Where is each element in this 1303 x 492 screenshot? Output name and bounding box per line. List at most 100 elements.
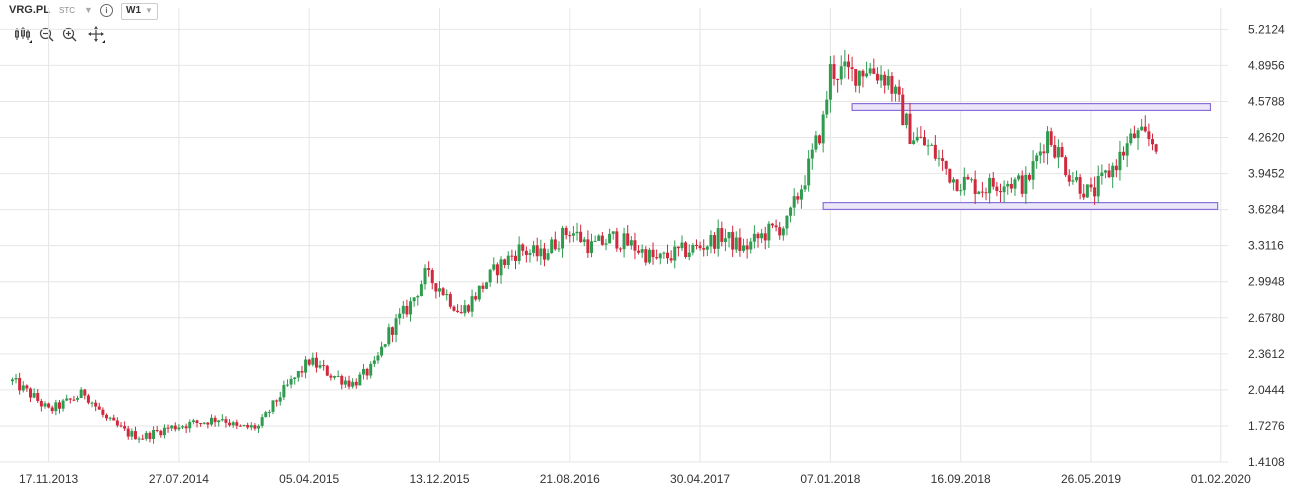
candle	[141, 434, 145, 440]
candle	[257, 424, 261, 434]
candle-body	[868, 68, 872, 74]
candle	[622, 227, 626, 258]
candle-body	[959, 190, 963, 192]
candle	[593, 235, 597, 242]
candle-body	[618, 248, 622, 250]
candle	[973, 170, 977, 205]
candle-body	[329, 375, 333, 378]
candle	[1093, 176, 1097, 205]
candle	[868, 62, 872, 76]
candle-body	[372, 360, 376, 364]
candle	[133, 426, 137, 440]
candle	[506, 251, 510, 270]
candle	[409, 297, 413, 322]
candle-body	[904, 113, 908, 126]
candle-body	[1100, 172, 1104, 177]
candle	[376, 351, 380, 364]
candle-body	[579, 231, 583, 242]
x-tick-label: 21.08.2016	[540, 472, 600, 486]
candle	[79, 387, 83, 399]
candle	[948, 168, 952, 184]
candle-body	[173, 425, 177, 430]
candle	[1089, 177, 1093, 192]
zoom-in-icon[interactable]	[61, 26, 79, 44]
candle	[846, 54, 850, 80]
candle-body	[1107, 170, 1111, 178]
candle-body	[217, 420, 221, 423]
candle	[575, 222, 579, 241]
candle-body	[430, 270, 434, 284]
candle-body	[18, 378, 22, 391]
x-tick-label: 26.05.2019	[1061, 472, 1121, 486]
candle-body	[998, 191, 1002, 193]
candle	[629, 235, 633, 250]
candle-body	[897, 86, 901, 95]
candle	[329, 373, 333, 381]
candle-body	[311, 357, 315, 365]
candle	[188, 419, 192, 433]
candle	[1125, 136, 1129, 168]
symbol-label[interactable]: VRG.PL	[9, 4, 50, 16]
candle-body	[228, 422, 232, 426]
candle	[130, 428, 134, 440]
candle	[647, 247, 651, 265]
zoom-out-icon[interactable]	[38, 26, 56, 44]
candle-body	[152, 429, 156, 440]
candle-body	[188, 421, 192, 429]
candle-body	[1064, 157, 1068, 176]
exchange-dropdown-icon[interactable]: ▼	[84, 5, 93, 15]
candle	[423, 264, 427, 290]
candle-body	[405, 305, 409, 315]
candle	[495, 262, 499, 284]
y-tick-label: 2.9948	[1248, 275, 1285, 289]
candle	[253, 423, 257, 431]
candle	[191, 418, 195, 425]
interval-select[interactable]: W1 ▼	[121, 3, 158, 20]
candle-body	[177, 427, 181, 430]
candle-body	[452, 306, 456, 311]
candle	[32, 388, 36, 399]
candle-body	[582, 239, 586, 242]
candle	[463, 299, 467, 317]
candle	[604, 238, 608, 251]
candle	[962, 167, 966, 196]
candle-body	[159, 430, 163, 436]
candle-body	[506, 255, 510, 266]
candle-body	[282, 385, 286, 398]
candle	[532, 240, 536, 257]
candle	[1140, 119, 1144, 132]
x-tick-label: 17.11.2013	[19, 472, 78, 486]
exchange-label[interactable]: STC	[59, 6, 75, 15]
candle	[1009, 177, 1013, 193]
candle-body	[727, 232, 731, 239]
candle	[148, 431, 152, 443]
candle	[235, 419, 239, 430]
candle-body	[879, 74, 883, 81]
candle-body	[796, 196, 800, 200]
candle-body	[86, 395, 90, 403]
candle	[785, 215, 789, 236]
candle	[662, 251, 666, 259]
support-resistance-zone	[851, 102, 1212, 112]
candle-body	[716, 228, 720, 249]
candle-body	[615, 231, 619, 249]
candle	[94, 399, 98, 412]
candle-body	[890, 75, 894, 94]
candle	[503, 258, 507, 269]
candle-body	[1053, 144, 1057, 158]
candle	[21, 381, 25, 393]
candle	[264, 410, 268, 418]
candle-body	[1056, 147, 1060, 158]
candle	[756, 232, 760, 248]
candle-body	[39, 400, 43, 407]
candle	[278, 391, 282, 406]
candle	[1060, 142, 1064, 158]
candle	[260, 414, 264, 428]
candle	[774, 219, 778, 232]
crosshair-icon[interactable]	[87, 26, 105, 44]
candle	[1129, 128, 1133, 146]
info-icon[interactable]: i	[100, 4, 113, 17]
candle	[43, 401, 47, 409]
candle	[108, 416, 112, 421]
